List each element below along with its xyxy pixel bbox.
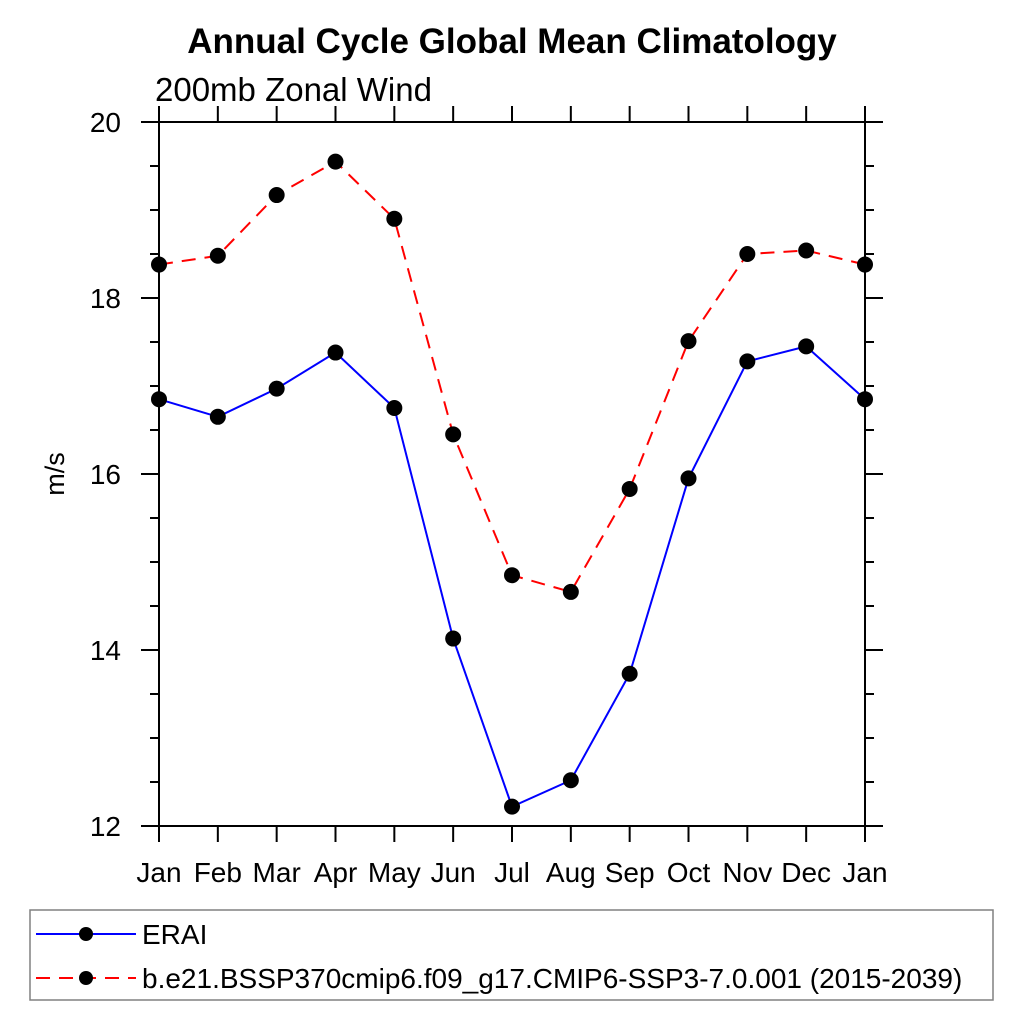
data-point-marker [739, 246, 756, 262]
x-tick-label: Apr [314, 857, 358, 888]
plot-area: 12 14 16 18 20 Jan Feb Mar Apr May Jun Jul Aug Sep Oct… [90, 106, 888, 888]
x-tick-label: Nov [722, 857, 772, 888]
chart-title: Annual Cycle Global Mean Climatology [187, 22, 837, 61]
data-point-marker [562, 772, 579, 789]
data-point-marker [386, 400, 403, 416]
data-point-marker [857, 256, 873, 273]
x-tick-label: Oct [667, 857, 711, 888]
data-point-marker [151, 391, 167, 408]
data-point-marker [798, 242, 815, 259]
legend-swatch-marker-erai [79, 927, 93, 941]
data-point-marker [268, 380, 285, 397]
data-point-marker [386, 210, 403, 227]
x-tick-label: Jan [136, 857, 181, 888]
x-tick-label: Jul [494, 857, 530, 888]
y-tick-label: 18 [90, 283, 121, 314]
legend-swatch-marker-model [79, 971, 93, 985]
legend-label-erai: ERAI [142, 919, 207, 950]
data-point-marker [680, 333, 697, 350]
legend-box [29, 909, 994, 1001]
data-point-marker [504, 798, 520, 815]
y-tick-label: 20 [90, 107, 121, 138]
x-tick-label: Dec [781, 857, 831, 888]
x-tick-label: Jan [842, 857, 887, 888]
data-point-marker [680, 470, 697, 487]
data-point-marker [327, 153, 344, 170]
y-tick-label: 14 [90, 635, 121, 666]
data-point-marker [268, 187, 285, 204]
x-tick-label: May [368, 857, 421, 888]
data-point-marker [327, 344, 344, 361]
data-point-marker [445, 630, 462, 647]
data-point-marker [562, 583, 579, 600]
legend-label-model: b.e21.BSSP370cmip6.f09_g17.CMIP6-SSP3-7.… [142, 963, 962, 994]
data-point-marker [739, 353, 756, 370]
data-point-marker [621, 480, 638, 497]
x-tick-label: Aug [546, 857, 596, 888]
legend: ERAI b.e21.BSSP370cmip6.f09_g17.CMIP6-SS… [29, 909, 994, 1001]
data-point-marker [209, 408, 226, 425]
data-point-marker [209, 247, 226, 264]
data-point-marker [445, 426, 462, 443]
data-point-marker [504, 567, 520, 584]
y-tick-label: 16 [90, 459, 121, 490]
data-point-marker [621, 665, 638, 682]
x-tick-label: Feb [194, 857, 242, 888]
series-line-1 [158, 160, 866, 594]
data-point-marker [151, 256, 167, 273]
data-point-marker [798, 338, 815, 355]
x-tick-label: Jun [431, 857, 476, 888]
data-point-marker [857, 391, 873, 408]
y-tick-label: 12 [90, 811, 121, 842]
x-tick-label: Sep [605, 857, 655, 888]
chart-subtitle: 200mb Zonal Wind [155, 71, 432, 108]
x-tick-label: Mar [253, 857, 301, 888]
y-axis-label: m/s [40, 452, 70, 496]
axis-frame [158, 121, 866, 827]
